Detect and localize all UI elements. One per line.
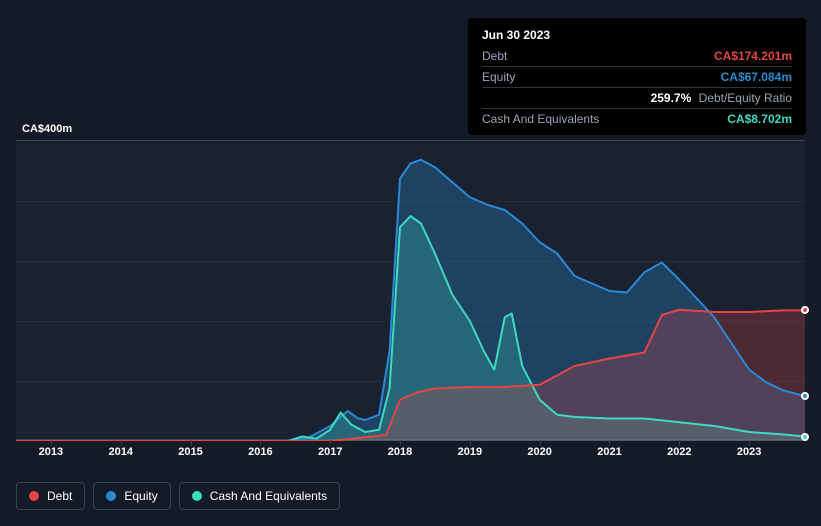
tooltip-value: CA$174.201m [714,49,792,63]
tooltip-row: Debt CA$174.201m [482,46,792,66]
legend-swatch [192,491,202,501]
plot-area [16,140,805,440]
x-tick-label: 2017 [318,446,342,458]
tooltip-label: Debt [482,49,507,63]
tooltip-label: Equity [482,70,515,84]
x-tick-label: 2022 [667,446,691,458]
tooltip-row: Cash And Equivalents CA$8.702m [482,108,792,129]
x-tick-label: 2018 [388,446,412,458]
chart-tooltip: Jun 30 2023 Debt CA$174.201m Equity CA$67.0… [468,18,806,135]
tooltip-date: Jun 30 2023 [482,28,792,42]
x-tick-mark [51,440,52,445]
x-axis: 2013 2014 2015 2016 2017 2018 2019 2020 2021 2022… [16,440,805,464]
tooltip-value: CA$8.702m [727,112,792,126]
legend-item-cash-and-equivalents[interactable]: Cash And Equivalents [179,482,340,510]
tooltip-ratio: 259.7% Debt/Equity Ratio [651,91,792,105]
x-tick-mark [749,440,750,445]
x-tick-label: 2019 [458,446,482,458]
legend: Debt Equity Cash And Equivalents [16,482,340,510]
legend-swatch [106,491,116,501]
x-tick-mark [260,440,261,445]
x-tick-label: 2015 [178,446,202,458]
chart-svg [16,141,805,441]
legend-label: Debt [47,489,72,503]
x-tick-label: 2021 [597,446,621,458]
x-tick-mark [540,440,541,445]
legend-swatch [29,491,39,501]
tooltip-row: Equity CA$67.084m [482,66,792,87]
x-tick-label: 2023 [737,446,761,458]
y-axis-max-label: CA$400m [22,123,72,135]
x-tick-mark [400,440,401,445]
x-tick-label: 2020 [527,446,551,458]
x-tick-mark [470,440,471,445]
legend-label: Cash And Equivalents [210,489,327,503]
x-tick-label: 2016 [248,446,272,458]
legend-item-equity[interactable]: Equity [93,482,170,510]
series-marker-equity [801,392,809,400]
tooltip-value: CA$67.084m [721,70,792,84]
x-tick-label: 2013 [39,446,63,458]
legend-label: Equity [124,489,157,503]
series-marker-debt [801,306,809,314]
x-tick-mark [679,440,680,445]
tooltip-label: Cash And Equivalents [482,112,599,126]
x-tick-mark [191,440,192,445]
chart-area[interactable]: 2013201420152016201720182019202020212022… [16,140,805,450]
x-tick-mark [330,440,331,445]
x-tick-mark [609,440,610,445]
legend-item-debt[interactable]: Debt [16,482,85,510]
tooltip-row: 259.7% Debt/Equity Ratio [482,87,792,108]
x-tick-mark [121,440,122,445]
x-tick-label: 2014 [108,446,132,458]
